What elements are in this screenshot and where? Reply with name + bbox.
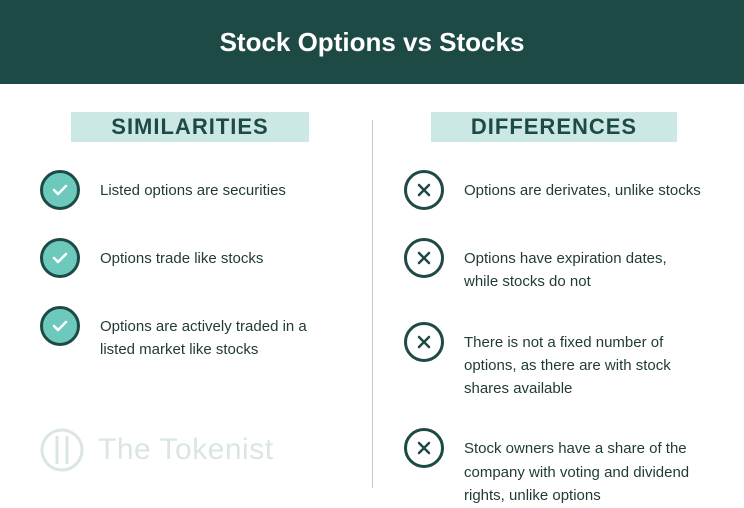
x-icon — [404, 428, 444, 468]
watermark-logo-icon — [40, 428, 84, 472]
difference-text: Options are derivates, unlike stocks — [464, 170, 701, 202]
differences-heading: DIFFERENCES — [431, 112, 677, 142]
similarity-text: Options are actively traded in a listed … — [100, 306, 340, 362]
x-icon — [404, 170, 444, 210]
similarity-item: Options trade like stocks — [40, 238, 340, 278]
subtitle-wrap: SIMILARITIES — [40, 112, 340, 142]
difference-text: Options have expiration dates, while sto… — [464, 238, 704, 294]
similarities-heading: SIMILARITIES — [71, 112, 308, 142]
similarity-text: Options trade like stocks — [100, 238, 273, 270]
check-icon — [40, 238, 80, 278]
watermark: The Tokenist — [40, 428, 274, 472]
page-title: Stock Options vs Stocks — [220, 27, 525, 58]
differences-column: DIFFERENCES Options are derivates, unlik… — [372, 112, 704, 488]
x-icon — [404, 238, 444, 278]
header: Stock Options vs Stocks — [0, 0, 744, 84]
similarity-text: Listed options are securities — [100, 170, 296, 202]
x-icon — [404, 322, 444, 362]
difference-text: There is not a fixed number of options, … — [464, 322, 704, 401]
subtitle-wrap: DIFFERENCES — [404, 112, 704, 142]
check-icon — [40, 306, 80, 346]
difference-item: Options are derivates, unlike stocks — [404, 170, 704, 210]
similarity-item: Listed options are securities — [40, 170, 340, 210]
difference-item: Options have expiration dates, while sto… — [404, 238, 704, 294]
content-area: SIMILARITIES Listed options are securiti… — [0, 84, 744, 508]
difference-item: Stock owners have a share of the company… — [404, 428, 704, 507]
difference-item: There is not a fixed number of options, … — [404, 322, 704, 401]
difference-text: Stock owners have a share of the company… — [464, 428, 704, 507]
watermark-text: The Tokenist — [98, 433, 274, 467]
check-icon — [40, 170, 80, 210]
similarity-item: Options are actively traded in a listed … — [40, 306, 340, 362]
